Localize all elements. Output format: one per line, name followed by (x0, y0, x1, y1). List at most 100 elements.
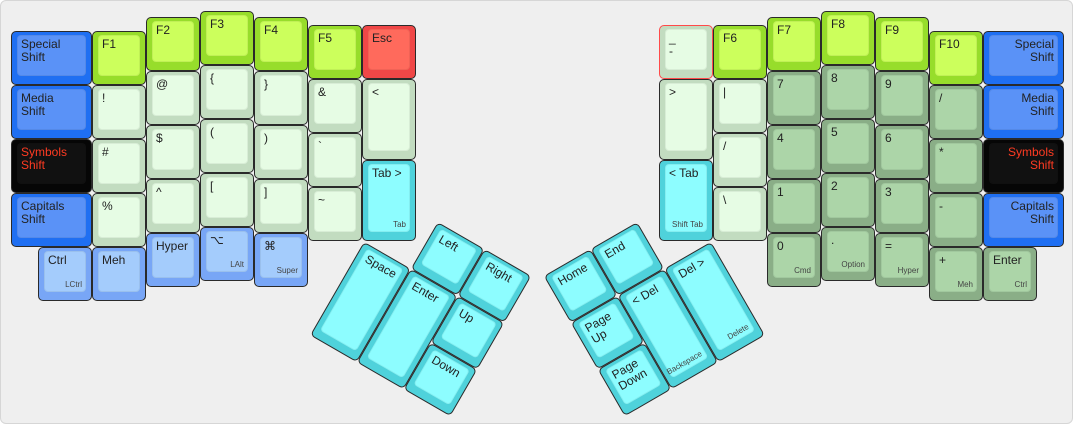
key-f1[interactable]: F1 (92, 31, 146, 85)
key-label: 6 (885, 131, 892, 145)
key-symbol[interactable]: $ (146, 125, 200, 179)
key-enter[interactable]: Enter Ctrl (983, 247, 1037, 301)
key-symbol[interactable]: _ - (659, 25, 713, 79)
key-f8[interactable]: F8 (821, 11, 875, 65)
key-f7[interactable]: F7 (767, 17, 821, 71)
key-capitals-shift[interactable]: Capitals Shift (983, 193, 1064, 247)
key-8[interactable]: 8 (821, 65, 875, 119)
key-label: 7 (777, 77, 784, 91)
key-special-shift[interactable]: Special Shift (11, 31, 92, 85)
key-label: Home (555, 260, 591, 289)
key-symbol[interactable]: * (929, 139, 983, 193)
key-3[interactable]: 3 (875, 179, 929, 233)
keycap: < (368, 83, 410, 151)
key-symbol[interactable]: / (713, 133, 767, 187)
key-sublabel: LAlt (230, 260, 244, 269)
key-label: $ (156, 131, 163, 145)
key-symbol[interactable]: > (659, 79, 713, 160)
key-symbol[interactable]: @ (146, 71, 200, 125)
keycap: > (665, 83, 707, 151)
key-label: ` (318, 139, 322, 153)
key-media-shift[interactable]: Media Shift (11, 85, 92, 139)
key-symbol[interactable]: | (713, 79, 767, 133)
keycap: ^ (152, 183, 194, 224)
key-symbol[interactable]: . Option (821, 227, 875, 281)
key-label: Enter (993, 253, 1022, 267)
key-5[interactable]: 5 (821, 119, 875, 173)
key-special-shift[interactable]: Special Shift (983, 31, 1064, 85)
key-symbol[interactable]: # (92, 139, 146, 193)
key-label: ( (210, 125, 214, 139)
key-symbol[interactable]: ] (254, 179, 308, 233)
key-sublabel: Delete (725, 322, 751, 342)
keycap: F3 (206, 15, 248, 56)
keycap: 6 (881, 129, 923, 170)
key-f3[interactable]: F3 (200, 11, 254, 65)
key-symbol[interactable]: = Hyper (875, 233, 929, 287)
key-1[interactable]: 1 (767, 179, 821, 233)
key-symbol[interactable]: ^ (146, 179, 200, 233)
key-label: F2 (156, 23, 171, 37)
keycap: = Hyper (881, 237, 923, 278)
keycap: ` (314, 137, 356, 178)
key-symbol[interactable]: ` (308, 133, 362, 187)
key-symbol[interactable]: % (92, 193, 146, 247)
key-f5[interactable]: F5 (308, 25, 362, 79)
key-symbol[interactable]: { (200, 65, 254, 119)
key-symbol[interactable]: - (929, 193, 983, 247)
key-symbol[interactable]: [ (200, 173, 254, 227)
key-media-shift[interactable]: Media Shift (983, 85, 1064, 139)
key-9[interactable]: 9 (875, 71, 929, 125)
key-hyper[interactable]: Hyper (146, 233, 200, 287)
key-label: Del > (675, 254, 708, 282)
key-symbol[interactable]: ( (200, 119, 254, 173)
key-capitals-shift[interactable]: Capitals Shift (11, 193, 92, 247)
key-symbols-shift[interactable]: Symbols Shift (983, 139, 1064, 193)
key-label: < Del (629, 281, 661, 309)
key-label: ^ (156, 185, 162, 199)
key-2[interactable]: 2 (821, 173, 875, 227)
keycap: 2 (827, 177, 869, 218)
key-meh[interactable]: Meh (92, 247, 146, 301)
key-symbol[interactable]: \ (713, 187, 767, 241)
key-symbol[interactable]: } (254, 71, 308, 125)
key-symbol[interactable]: < (362, 79, 416, 160)
key-ctrl[interactable]: Ctrl LCtrl (38, 247, 92, 301)
keycap: Meh (98, 251, 140, 292)
key-f4[interactable]: F4 (254, 17, 308, 71)
key-symbols-shift[interactable]: Symbols Shift (11, 139, 92, 193)
key-symbol[interactable]: & (308, 79, 362, 133)
key-4[interactable]: 4 (767, 125, 821, 179)
key-symbol[interactable]: / (929, 85, 983, 139)
key-f10[interactable]: F10 (929, 31, 983, 85)
keycap: Capitals Shift (989, 197, 1058, 238)
key-f6[interactable]: F6 (713, 25, 767, 79)
key-label: Media Shift (21, 91, 54, 118)
key-label: ! (102, 91, 106, 105)
key-tab[interactable]: Tab > Tab (362, 160, 416, 241)
key-7[interactable]: 7 (767, 71, 821, 125)
keycap: F8 (827, 15, 869, 56)
key-label: F5 (318, 31, 333, 45)
key-symbol[interactable]: + Meh (929, 247, 983, 301)
key-tab[interactable]: < Tab Shift Tab (659, 160, 713, 241)
key-label: 1 (777, 185, 784, 199)
key-symbol[interactable]: ⌘ Super (254, 233, 308, 287)
key-label: Space (362, 251, 400, 282)
keycap: F6 (719, 29, 761, 70)
keycap: 7 (773, 75, 815, 116)
key-label: = (885, 239, 893, 253)
key-6[interactable]: 6 (875, 125, 929, 179)
key-f9[interactable]: F9 (875, 17, 929, 71)
key-f2[interactable]: F2 (146, 17, 200, 71)
key-symbol[interactable]: ! (92, 85, 146, 139)
key-label: * (939, 145, 944, 159)
keycap: Capitals Shift (17, 197, 86, 238)
key-symbol[interactable]: ) (254, 125, 308, 179)
key-symbol[interactable]: ~ (308, 187, 362, 241)
key-symbol[interactable]: ⌥ LAlt (200, 227, 254, 281)
key-0[interactable]: 0 Cmd (767, 233, 821, 287)
key-esc[interactable]: Esc (362, 25, 416, 79)
key-sublabel: Ctrl (1014, 280, 1027, 289)
